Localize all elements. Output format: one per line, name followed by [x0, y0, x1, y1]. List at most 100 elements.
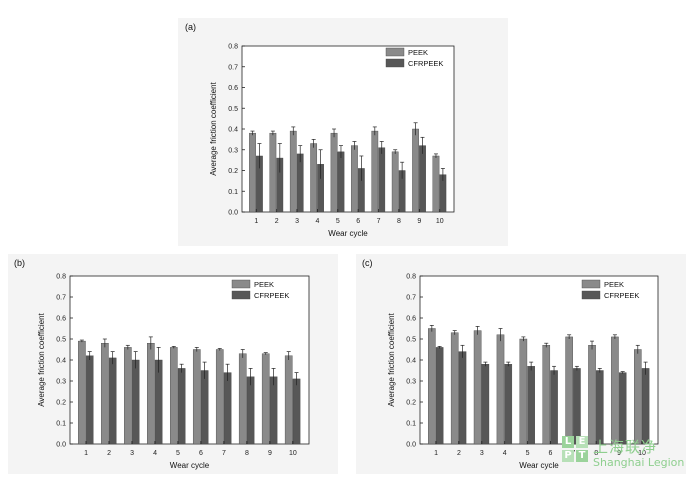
panel-c-x-tick-label: 3	[480, 450, 484, 457]
panel-a-bar-peek-cycle-8	[391, 151, 399, 213]
panel-b-bar-peek-cycle-5	[169, 347, 178, 445]
panel-c-bar-peek-cycle-1	[428, 328, 436, 445]
panel-a-x-axis-title: Wear cycle	[328, 229, 368, 238]
panel-b-bar-cfrpeek-cycle-6	[200, 370, 209, 445]
panel-a-y-tick-label: 0.0	[228, 210, 238, 217]
panel-a-y-tick-label: 0.7	[228, 64, 238, 71]
panel-b-x-tick-label: 7	[222, 450, 226, 457]
panel-b-x-tick-label: 5	[176, 450, 180, 457]
panel-b-legend-swatch-cfrpeek	[231, 290, 251, 300]
panel-a-x-tick-label: 1	[254, 218, 258, 225]
panel-a-x-tick-label: 7	[377, 218, 381, 225]
panel-c-bar-peek-cycle-9	[611, 336, 619, 445]
panel-a-bar-peek-cycle-1	[249, 132, 256, 213]
panel-c-label: (c)	[362, 258, 373, 268]
panel-c-y-tick-label: 0.5	[406, 337, 416, 344]
panel-c-x-tick-label: 10	[638, 450, 646, 457]
panel-b-bar-peek-cycle-3	[124, 347, 132, 445]
panel-a-x-tick-label: 4	[315, 218, 319, 225]
panel-c-bar-cfrpeek-cycle-2	[458, 351, 467, 445]
panel-a-bar-peek-cycle-5	[330, 132, 338, 213]
panel-c-bar-peek-cycle-5	[519, 338, 528, 445]
panel-c-y-tick-label: 0.0	[406, 442, 416, 449]
panel-c-bar-cfrpeek-cycle-3	[481, 364, 490, 445]
panel-c-bar-peek-cycle-4	[496, 334, 505, 445]
panel-a-bar-peek-cycle-4	[310, 143, 318, 213]
panel-b-y-tick-label: 0.8	[56, 274, 66, 281]
panel-c-x-axis-title: Wear cycle	[519, 461, 559, 470]
panel-c-legend-swatch-cfrpeek	[581, 290, 601, 300]
panel-c-y-tick-label: 0.8	[406, 274, 416, 281]
panel-b-x-tick-label: 4	[153, 450, 157, 457]
panel-c-x-tick-label: 4	[503, 450, 507, 457]
watermark-english-text: Shanghai Legion	[593, 456, 685, 469]
panel-a-bar-peek-cycle-2	[269, 132, 277, 213]
panel-a-x-tick-label: 6	[356, 218, 360, 225]
panel-c-bar-peek-cycle-10	[634, 349, 642, 445]
panel-b-x-tick-label: 10	[289, 450, 297, 457]
panel-c-y-axis-title: Average friction coefficient	[387, 312, 396, 406]
panel-c-bar-cfrpeek-cycle-4	[504, 364, 513, 445]
panel-a-y-tick-label: 0.1	[228, 189, 238, 196]
panel-b-bar-cfrpeek-cycle-2	[108, 357, 117, 445]
panel-b-y-tick-label: 0.0	[56, 442, 66, 449]
panel-b-x-tick-label: 9	[268, 450, 272, 457]
panel-b-y-tick-label: 0.5	[56, 337, 66, 344]
panel-b-bar-cfrpeek-cycle-8	[246, 376, 255, 445]
panel-b-y-tick-label: 0.6	[56, 316, 66, 323]
panel-a-y-tick-label: 0.8	[228, 44, 238, 51]
panel-a-x-tick-label: 8	[397, 218, 401, 225]
panel-a-legend-swatch-cfrpeek	[385, 58, 405, 68]
panel-c-legend-swatch-peek	[581, 279, 601, 289]
panel-a-bar-peek-cycle-3	[289, 130, 297, 213]
watermark-logo-e: E	[576, 436, 588, 448]
panel-a-legend-label-peek: PEEK	[408, 48, 428, 57]
panel-c-bar-peek-cycle-7	[565, 336, 573, 445]
panel-c-bar-cfrpeek-cycle-6	[550, 370, 558, 445]
panel-c-x-tick-label: 9	[617, 450, 621, 457]
panel-b-bar-cfrpeek-cycle-7	[223, 372, 232, 445]
panel-b-bar-peek-cycle-4	[147, 343, 155, 445]
panel-a-bar-peek-cycle-6	[351, 145, 358, 213]
panel-a-bar-cfrpeek-cycle-5	[337, 151, 345, 213]
panel-b-y-tick-label: 0.2	[56, 400, 66, 407]
panel-c-legend-label-cfrpeek: CFRPEEK	[604, 291, 639, 300]
panel-c-y-tick-label: 0.2	[406, 400, 416, 407]
panel-b-bar-cfrpeek-cycle-9	[269, 376, 278, 445]
panel-a-legend-swatch-peek	[385, 47, 405, 57]
panel-a-bar-peek-cycle-7	[371, 130, 379, 213]
panel-a-label: (a)	[185, 22, 196, 32]
panel-b-y-tick-label: 0.7	[56, 295, 66, 302]
panel-b-bar-peek-cycle-7	[215, 349, 224, 445]
panel-a-x-tick-label: 5	[336, 218, 340, 225]
watermark-logo-t: T	[576, 450, 588, 462]
panel-c-bar-cfrpeek-cycle-8	[596, 370, 604, 445]
panel-b-bar-cfrpeek-cycle-3	[131, 359, 140, 445]
panel-c-bar-peek-cycle-3	[473, 330, 482, 445]
panel-b-legend-label-cfrpeek: CFRPEEK	[254, 291, 289, 300]
panel-c-bar-peek-cycle-6	[542, 345, 551, 445]
panel-b-bar-peek-cycle-9	[261, 353, 270, 445]
panel-a-y-tick-label: 0.2	[228, 168, 238, 175]
watermark-chinese-text: 上海联净	[593, 438, 658, 456]
panel-b-y-tick-label: 0.1	[56, 421, 66, 428]
panel-a-bar-cfrpeek-cycle-9	[419, 145, 426, 213]
panel-c-bar-peek-cycle-2	[450, 332, 459, 445]
watermark: L E P T 上海联净 Shanghai Legion	[560, 434, 690, 474]
panel-b-x-tick-label: 8	[245, 450, 249, 457]
panel-b-bar-cfrpeek-cycle-5	[177, 368, 186, 445]
panel-b-x-axis-title: Wear cycle	[170, 461, 210, 470]
panel-c-x-tick-label: 8	[594, 450, 598, 457]
panel-c-y-tick-label: 0.7	[406, 295, 416, 302]
panel-c-y-tick-label: 0.4	[406, 358, 416, 365]
watermark-logo-l: L	[562, 436, 574, 448]
panel-a-y-tick-label: 0.3	[228, 147, 238, 154]
panel-a-legend-label-cfrpeek: CFRPEEK	[408, 59, 443, 68]
panel-c-bar-cfrpeek-cycle-5	[527, 366, 535, 445]
panel-a-bar-peek-cycle-9	[412, 128, 419, 213]
panel-b-bar-peek-cycle-2	[101, 343, 109, 445]
panel-a-bar-cfrpeek-cycle-7	[378, 147, 386, 213]
panel-c-x-tick-label: 6	[548, 450, 552, 457]
panel-a-bar-cfrpeek-cycle-3	[296, 153, 304, 213]
